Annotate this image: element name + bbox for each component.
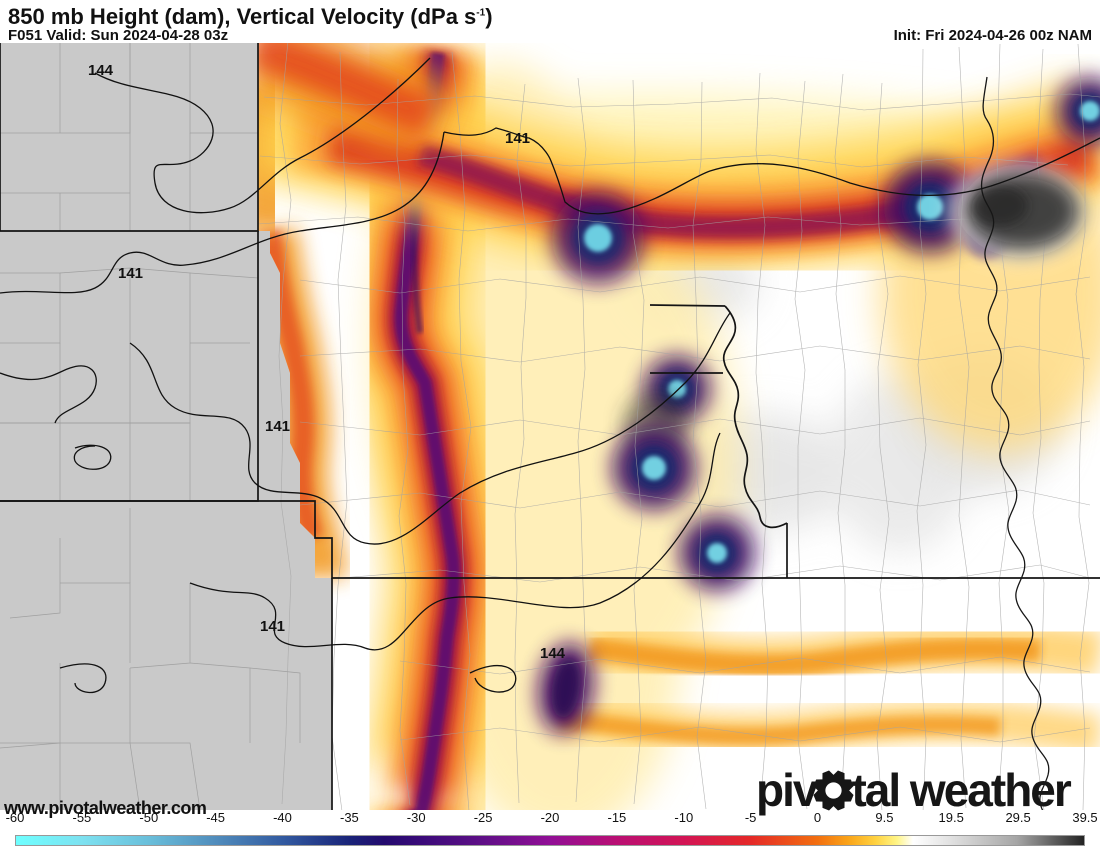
svg-text:141: 141 [505,130,530,147]
svg-text:144: 144 [540,645,566,662]
svg-text:141: 141 [260,618,285,635]
svg-text:144: 144 [88,62,114,79]
svg-text:141: 141 [118,265,143,282]
svg-text:141: 141 [265,418,290,435]
